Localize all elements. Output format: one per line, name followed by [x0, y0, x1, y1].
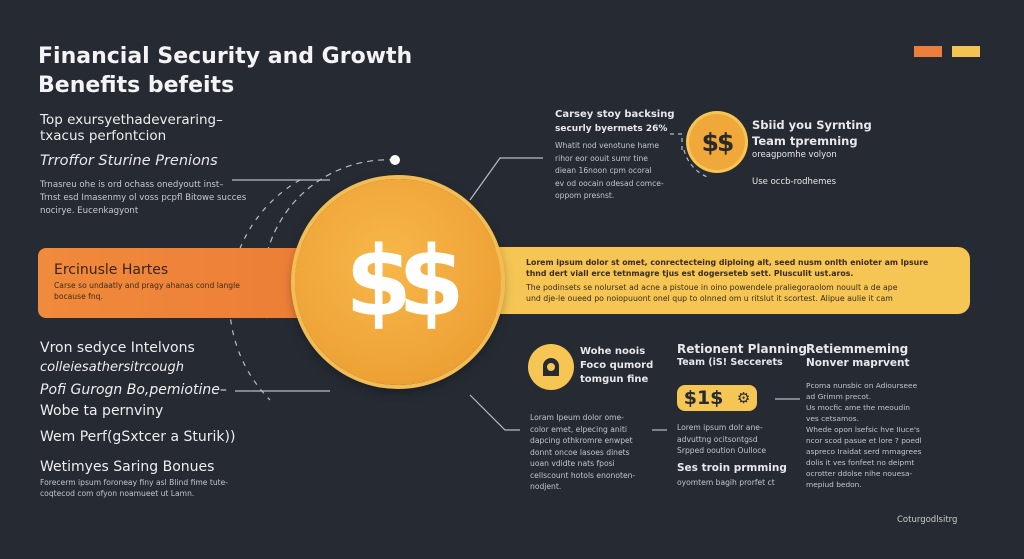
text-line: Lorem ipsum dolor st omet, conrectectein… — [526, 258, 929, 267]
text-line: rihor eor oouit sumr tine — [555, 153, 648, 163]
text-line: coqtecod com ofyon noamueet ut Lamn. — [40, 489, 195, 498]
dollar-gear-icon: ⚙ — [736, 389, 751, 407]
text-line: dapcing othkromre enwpet — [530, 436, 633, 445]
block-subtitle: securly byermets 26% — [555, 124, 668, 134]
left-top-text: Trnasreu ohe is ord ochass onedyoutt ins… — [40, 179, 246, 218]
block-title: Retionent Planning — [677, 342, 807, 356]
right-col-text: Pcoma nunsbic on Adiourseee ad Grimm pre… — [806, 380, 922, 490]
retirement-badge: $1$ ⚙ — [677, 385, 757, 411]
text-line: cellscount hotols enonoten- — [530, 470, 636, 480]
block-title: Sbiid you Syrnting — [752, 118, 872, 132]
text-line: Pcoma nunsbic on Adiourseee — [806, 381, 918, 390]
text-line: donnt oncoe lasoes dinets — [530, 447, 630, 457]
section-title: Wetimyes Saring Bonues — [40, 459, 215, 475]
accent-yellow — [952, 46, 980, 57]
heading-line: txacus perfontcion — [40, 128, 167, 144]
block-subtitle: oreagpomhe volyon — [752, 150, 837, 160]
coin-symbol: $$ — [345, 226, 465, 338]
text-line: Srpped ooution Oulloce — [677, 446, 767, 455]
top-middle-text: Whatit nod venotune hame rihor eor oouit… — [555, 140, 664, 203]
page-title: Financial Security and Growth Benefits b… — [38, 42, 412, 100]
list-item: Wobe ta pernviny — [40, 403, 164, 419]
title-line-1: Financial Security and Growth — [38, 44, 413, 69]
title-line: Wohe noois — [580, 346, 646, 357]
text-line: nodjent. — [530, 482, 562, 491]
list-item: Pofi Gurogn Bo,pemiotine– — [40, 382, 227, 398]
connector-dot — [390, 155, 400, 165]
accent-orange — [914, 46, 942, 57]
icon-block-title: Wohe noois Foco qumord tomgun fine — [580, 345, 653, 387]
connector-line — [469, 157, 543, 201]
top-middle-block: Carsey stoy backsing securly byermets 26… — [555, 108, 675, 136]
text-line: mepiud bedon. — [806, 480, 862, 489]
left-top-subtitle: Trroffor Sturine Prenions — [40, 153, 218, 169]
left-section-text: Forecerm ipsum foroneay finy asl Blind f… — [40, 477, 228, 499]
text-line: dolis it ves fonfeet no deipmt — [806, 458, 915, 467]
text-line: Trnst esd Imasenmy ol voss pcpfl Bitowe … — [40, 193, 247, 203]
icon-block-text: Loram Ipeum dolor ome- color emet, elpec… — [530, 412, 635, 493]
left-top-heading: Top exursyethadeveraring– txacus perfont… — [40, 112, 223, 144]
dashed-arc — [262, 159, 396, 321]
retirement-title-2: Ses troin prmming — [677, 462, 787, 474]
text-line: bocause fnq. — [54, 291, 103, 301]
top-right-block: Sbiid you Syrnting Team tpremning oreagp… — [752, 117, 872, 190]
dashed-arc — [670, 133, 711, 179]
text-line: diean 16noon cpm ocoral — [555, 166, 652, 175]
text-line: Whede opon lsefsic hve IIuce's — [806, 425, 920, 434]
footer-credit: Coturgodlsitrg — [897, 515, 958, 525]
text-line: uoan vdidte nats fposi — [530, 459, 615, 468]
text-line: Carse so undaatly and pragy ahanas cond … — [54, 281, 240, 290]
text-line: The podinsets se nolurset ad acne a pist… — [526, 283, 898, 292]
block-title: Carsey stoy backsing — [555, 109, 675, 120]
coin-symbol: $$ — [701, 127, 735, 157]
block-title: Team tpremning — [752, 134, 858, 148]
small-dollar-coin-icon: $$ — [689, 114, 745, 170]
text-line: advuttng ocitsontgsd — [677, 434, 758, 444]
text-line: oppom presnst. — [555, 191, 615, 200]
text-line: ves cetsamos. — [806, 414, 859, 423]
text-line: color emet, elpecing aniti — [530, 424, 627, 434]
badge-text: $1$ — [683, 387, 724, 409]
yellow-banner-text: Lorem ipsum dolor st omet, conrectectein… — [526, 257, 928, 304]
text-line: ad Grimm precot. — [806, 392, 872, 401]
list-item: Vron sedyce Intelvons — [40, 340, 195, 356]
yellow-banner — [470, 247, 970, 314]
list-item: Wem Perf(gSxtcer a Sturik)) — [40, 429, 236, 445]
orange-banner-text: Carse so undaatly and pragy ahanas cond … — [54, 281, 240, 302]
block-subtitle: Nonver maprvent — [806, 357, 910, 369]
text-line: Forecerm ipsum foroneay finy asl Blind f… — [40, 478, 229, 487]
retirement-text-2: oyomtem bagih prorfet ct — [677, 478, 775, 487]
text-line: Loram Ipeum dolor ome- — [530, 413, 624, 422]
text-line: Us mocfic ame the meoudin — [806, 403, 910, 412]
dollar-coin-icon: $$ — [295, 179, 501, 385]
text-line: ncor scod pasue et lore ? poedl — [806, 436, 922, 445]
right-col-title: Retiemmeming Nonver maprvent — [806, 342, 909, 370]
retirement-title: Retionent Planning Team (iS! Seccerets — [677, 342, 807, 370]
orange-banner — [38, 248, 338, 318]
block-title: Retiemmeming — [806, 342, 909, 356]
text-line: aspreco Iraidat serd mmagrees — [806, 447, 922, 456]
dashed-arc — [228, 179, 301, 401]
heading-line: Top exursyethadeveraring– — [40, 112, 223, 128]
text-line: Lorem ipsum dolr ane- — [677, 423, 763, 432]
retirement-text: Lorem ipsum dolr ane- advuttng ocitsontg… — [677, 422, 766, 457]
lock-icon — [528, 344, 574, 390]
text-line: und dje-le oueed po noiopuuont onel qup … — [526, 294, 893, 303]
block-note: Use occb-rodhemes — [752, 177, 837, 187]
text-line: Whatit nod venotune hame — [555, 141, 659, 150]
title-line-2: Benefits befeits — [38, 73, 235, 98]
text-line: thnd dert viall erce tetnmagre tjus est … — [526, 269, 854, 278]
text-line: Trnasreu ohe is ord ochass onedyoutt ins… — [40, 180, 224, 190]
block-subtitle: Team (iS! Seccerets — [677, 357, 783, 368]
connector-line — [469, 394, 520, 431]
orange-banner-title: Ercinusle Hartes — [54, 262, 169, 278]
text-line: ocrotter ddolse nihe nouesa- — [806, 469, 913, 478]
text-line: ev od oocain odesad comce- — [555, 178, 664, 188]
list-item: colleiesathersitrcough — [40, 360, 185, 375]
text-line: nocirye. Eucenkagyont — [40, 206, 139, 216]
title-line: tomgun fine — [580, 374, 649, 385]
title-line: Foco qumord — [580, 360, 654, 371]
